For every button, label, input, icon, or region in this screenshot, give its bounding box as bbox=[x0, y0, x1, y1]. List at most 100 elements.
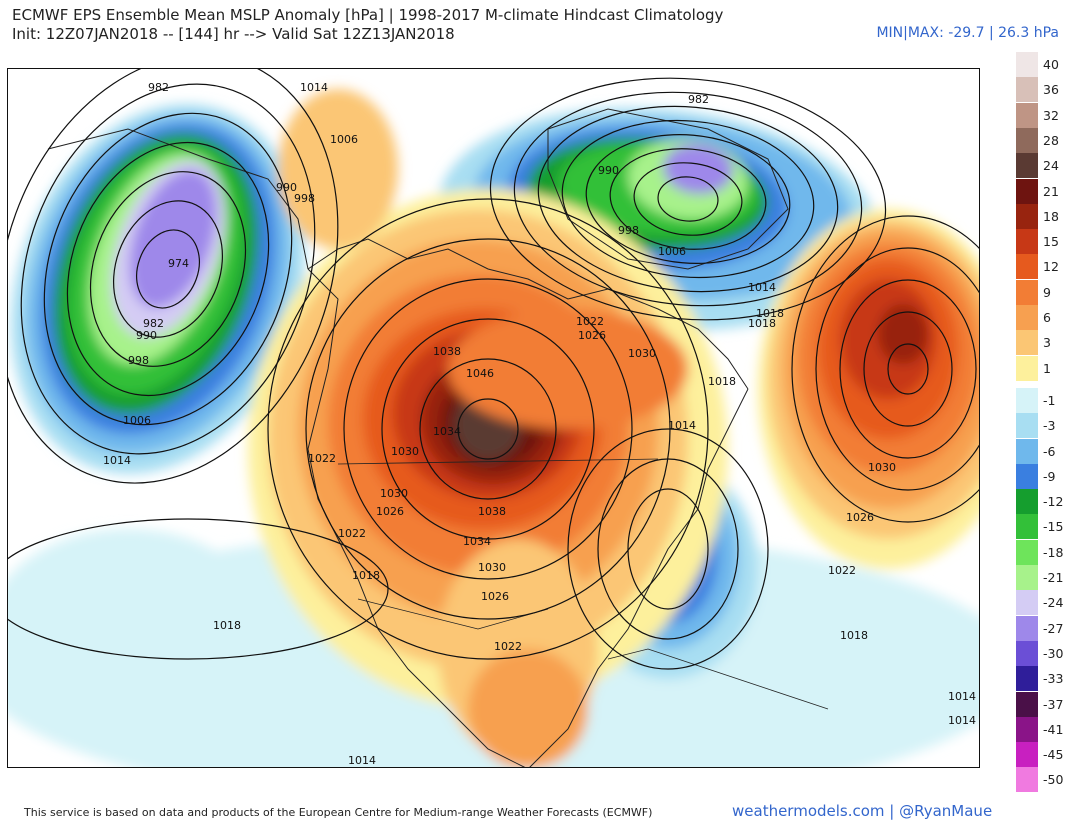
north-coastline bbox=[307, 238, 749, 390]
anomaly-region bbox=[663, 143, 733, 195]
east-coastline bbox=[529, 388, 749, 767]
legend-row: 15 bbox=[1016, 229, 1086, 255]
isobar-label: 1014 bbox=[748, 281, 776, 294]
isobar-label: 1018 bbox=[748, 317, 776, 330]
greenland-coastline bbox=[547, 108, 789, 270]
alaska-coastline bbox=[47, 128, 309, 270]
legend-label: -30 bbox=[1043, 645, 1064, 661]
legend-label: -3 bbox=[1043, 418, 1056, 434]
isobar bbox=[815, 247, 979, 491]
legend-row: -41 bbox=[1016, 716, 1086, 742]
legend-swatch bbox=[1016, 691, 1038, 717]
legend-row: -27 bbox=[1016, 615, 1086, 641]
title-line-1: ECMWF EPS Ensemble Mean MSLP Anomaly [hP… bbox=[12, 6, 724, 24]
legend-label: -50 bbox=[1043, 772, 1064, 788]
legend-label: -15 bbox=[1043, 519, 1064, 535]
legend-label: 32 bbox=[1043, 107, 1059, 123]
isobar bbox=[457, 398, 519, 460]
legend-label: 9 bbox=[1043, 284, 1051, 300]
legend-label: -41 bbox=[1043, 721, 1064, 737]
isobar bbox=[567, 428, 769, 670]
legend-swatch bbox=[1016, 767, 1038, 793]
isobar-label: 1018 bbox=[708, 375, 736, 388]
isobar-label: 1038 bbox=[478, 505, 506, 518]
anomaly-region bbox=[878, 304, 928, 364]
anomaly-region bbox=[8, 529, 268, 729]
isobar-label: 1030 bbox=[868, 461, 896, 474]
legend-swatch bbox=[1016, 52, 1038, 77]
isobar-label: 990 bbox=[598, 164, 619, 177]
isobar-label: 1014 bbox=[948, 690, 976, 703]
isobar bbox=[863, 311, 953, 427]
legend-row: -50 bbox=[1016, 767, 1086, 793]
isobar-label: 982 bbox=[143, 317, 164, 330]
isobar-label: 1014 bbox=[300, 81, 328, 94]
brand-link[interactable]: weathermodels.com | @RyanMaue bbox=[732, 802, 993, 820]
isobar bbox=[627, 488, 709, 610]
legend-swatch bbox=[1016, 355, 1038, 381]
isobar bbox=[585, 134, 791, 264]
isobar-label: 1014 bbox=[348, 754, 376, 767]
anomaly-region bbox=[448, 309, 688, 429]
isobar-label: 1030 bbox=[380, 487, 408, 500]
legend-row: -24 bbox=[1016, 590, 1086, 616]
legend-swatch bbox=[1016, 127, 1038, 153]
isobar bbox=[791, 215, 979, 523]
isobar bbox=[633, 162, 743, 236]
legend-label: -21 bbox=[1043, 570, 1064, 585]
legend-label: 21 bbox=[1043, 183, 1059, 199]
legend-row: 3 bbox=[1016, 330, 1086, 356]
isobar-label: 982 bbox=[148, 81, 169, 94]
isobar-label: 998 bbox=[294, 192, 315, 205]
legend-row: -37 bbox=[1016, 691, 1086, 717]
isobar bbox=[513, 91, 863, 307]
isobar-label: 1034 bbox=[463, 535, 491, 548]
legend-label: 36 bbox=[1043, 82, 1059, 98]
legend-row: -33 bbox=[1016, 666, 1086, 692]
anomaly-region bbox=[278, 89, 398, 249]
legend-label: -1 bbox=[1043, 392, 1056, 408]
isobar bbox=[8, 518, 389, 660]
isobar bbox=[609, 148, 767, 250]
isobar-label: 974 bbox=[168, 257, 189, 270]
legend-swatch bbox=[1016, 203, 1038, 229]
isobar-label: 1026 bbox=[481, 590, 509, 603]
legend-swatch bbox=[1016, 153, 1038, 179]
isobar-label: 1018 bbox=[756, 307, 784, 320]
legend-row: -9 bbox=[1016, 463, 1086, 489]
legend-swatch bbox=[1016, 590, 1038, 616]
isobar bbox=[561, 119, 815, 279]
isobar-label: 1014 bbox=[668, 419, 696, 432]
isobar-label: 990 bbox=[136, 329, 157, 342]
legend-row: 18 bbox=[1016, 203, 1086, 229]
legend-row: 6 bbox=[1016, 305, 1086, 330]
isobar bbox=[343, 278, 633, 580]
isobar bbox=[20, 83, 316, 455]
isobar-label: 1022 bbox=[308, 452, 336, 465]
legend-label: 12 bbox=[1043, 259, 1059, 275]
legend-swatch bbox=[1016, 102, 1038, 128]
legend-row: 36 bbox=[1016, 77, 1086, 103]
legend-label: 1 bbox=[1043, 360, 1051, 376]
isobar bbox=[537, 105, 839, 293]
legend-row: 9 bbox=[1016, 279, 1086, 305]
legend-row: -30 bbox=[1016, 640, 1086, 666]
legend-row: 28 bbox=[1016, 127, 1086, 153]
isobar-label: 1026 bbox=[376, 505, 404, 518]
legend-label: -12 bbox=[1043, 494, 1064, 510]
legend-label: -33 bbox=[1043, 671, 1064, 687]
legend-row: 40 bbox=[1016, 52, 1086, 77]
legend-label: 18 bbox=[1043, 208, 1059, 224]
isobar-label: 990 bbox=[276, 181, 297, 194]
isobar bbox=[43, 112, 293, 426]
isobar bbox=[419, 358, 557, 500]
map-title: ECMWF EPS Ensemble Mean MSLP Anomaly [hP… bbox=[12, 6, 723, 44]
legend-swatch bbox=[1016, 489, 1038, 515]
us-canada-border bbox=[337, 458, 659, 465]
legend-label: -6 bbox=[1043, 443, 1056, 459]
legend-swatch bbox=[1016, 666, 1038, 692]
legend-label: 24 bbox=[1043, 158, 1059, 174]
legend-row: 21 bbox=[1016, 178, 1086, 204]
legend-label: -27 bbox=[1043, 620, 1064, 636]
isobar-label: 1046 bbox=[466, 367, 494, 380]
